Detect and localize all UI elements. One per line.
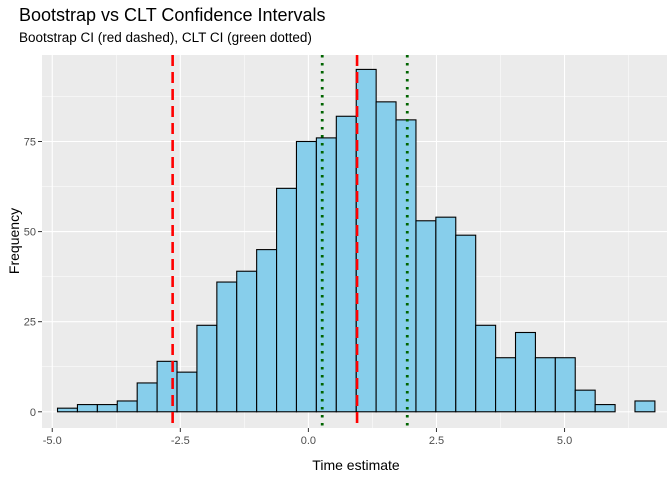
y-tick-label: 25: [24, 317, 36, 329]
y-tick-label: 75: [24, 136, 36, 148]
histogram-bar: [116, 400, 138, 413]
y-axis: 0 25 50 75: [24, 136, 42, 419]
x-tick-label: -2.5: [171, 435, 190, 447]
histogram-bar: [495, 357, 517, 413]
chart-subtitle: Bootstrap CI (red dashed), CLT CI (green…: [19, 30, 312, 45]
histogram-bar: [156, 360, 178, 413]
histogram-bar: [375, 101, 397, 413]
y-axis-title: Frequency: [6, 208, 22, 274]
x-axis-title: Time estimate: [312, 457, 400, 473]
histogram-bar: [295, 140, 317, 413]
histogram-bar: [96, 404, 118, 413]
chart-title: Bootstrap vs CLT Confidence Intervals: [19, 5, 326, 25]
x-tick-label: -5.0: [43, 435, 62, 447]
histogram-bar: [56, 407, 78, 413]
histogram-bar: [216, 281, 238, 413]
histogram-bar: [455, 234, 477, 413]
histogram-bar: [315, 137, 337, 413]
reference-lines: [171, 55, 409, 428]
histogram-bars: [56, 68, 656, 413]
histogram-bar: [76, 404, 98, 413]
x-tick-label: 0.0: [301, 435, 316, 447]
histogram-bar: [514, 331, 536, 413]
histogram-bar: [355, 68, 377, 413]
histogram-bar: [574, 389, 596, 413]
x-axis: -5.0 -2.5 0.0 2.5 5.0: [43, 428, 572, 447]
histogram-bar: [534, 357, 556, 413]
y-tick-label: 50: [24, 227, 36, 239]
histogram-bar: [435, 216, 457, 413]
histogram-bar: [335, 115, 357, 413]
histogram-bar: [256, 249, 278, 413]
histogram-bar: [634, 400, 656, 413]
y-tick-label: 0: [30, 407, 36, 419]
histogram-bar: [594, 404, 616, 413]
histogram-bar: [196, 324, 218, 413]
histogram-bar: [554, 357, 576, 413]
histogram-bar: [415, 220, 437, 413]
histogram-bar: [475, 324, 497, 413]
histogram-bar: [236, 270, 258, 413]
histogram-bar: [136, 382, 158, 413]
histogram-bar: [276, 187, 298, 413]
x-tick-label: 5.0: [557, 435, 572, 447]
x-tick-label: 2.5: [429, 435, 444, 447]
histogram-bar: [176, 371, 198, 413]
